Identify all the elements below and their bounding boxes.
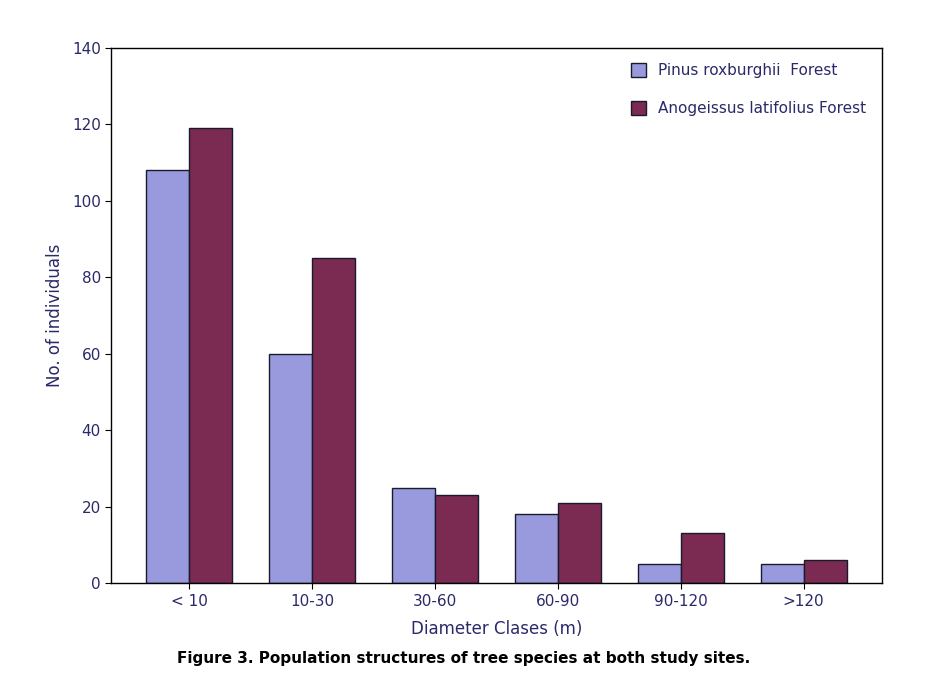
Text: Figure 3. Population structures of tree species at both study sites.: Figure 3. Population structures of tree … — [177, 651, 750, 666]
Y-axis label: No. of individuals: No. of individuals — [45, 244, 64, 388]
Bar — [391, 488, 435, 583]
Bar — [557, 503, 601, 583]
Legend: Pinus roxburghii  Forest, Anogeissus latifolius Forest: Pinus roxburghii Forest, Anogeissus lati… — [622, 56, 873, 124]
Bar — [269, 354, 311, 583]
Bar — [514, 514, 557, 583]
Bar — [189, 128, 232, 583]
Bar — [760, 564, 803, 583]
X-axis label: Diameter Clases (m): Diameter Clases (m) — [411, 619, 581, 637]
Bar — [435, 495, 477, 583]
Bar — [311, 258, 355, 583]
Bar — [637, 564, 680, 583]
Bar — [680, 534, 723, 583]
Bar — [146, 170, 189, 583]
Bar — [803, 560, 845, 583]
